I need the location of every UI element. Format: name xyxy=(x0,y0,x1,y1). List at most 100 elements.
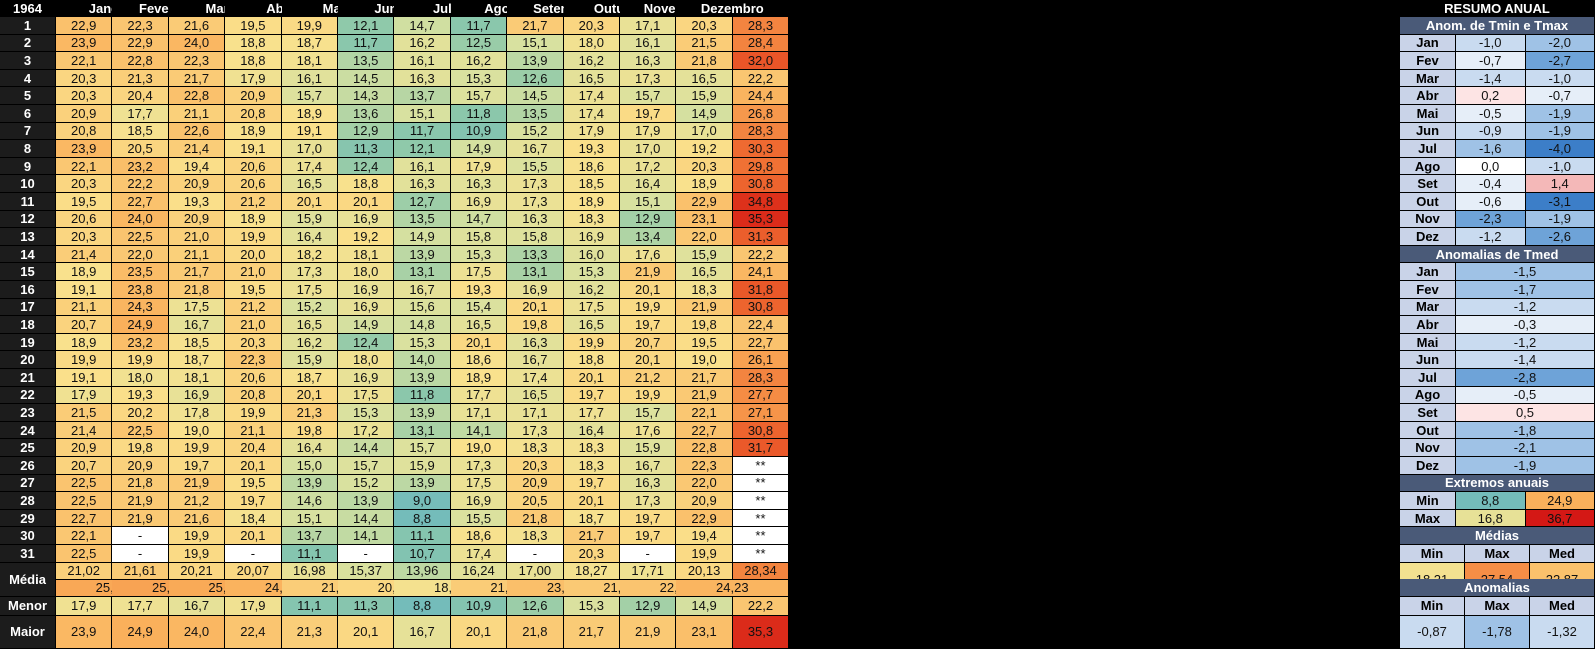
tmin-cell: 15,7 xyxy=(620,404,677,422)
tmin-cell: 21,6 xyxy=(168,509,226,528)
tmin-cell: 20,4 xyxy=(225,439,282,457)
tmin-cell: 14,1 xyxy=(450,421,508,440)
tmin-cell: 18,2 xyxy=(281,245,338,264)
tmin-cell: 19,7 xyxy=(225,492,282,510)
tmin-cell: 17,9 xyxy=(620,122,677,141)
tmin-cell: 17,2 xyxy=(620,157,677,176)
ext-min-label: Min xyxy=(1400,492,1456,510)
tmin-cell: 18,0 xyxy=(338,351,395,369)
tmin-cell: 17,8 xyxy=(168,404,226,422)
tmin-cell: 16,1 xyxy=(620,34,677,53)
tmin-cell: 15,2 xyxy=(338,474,395,493)
tmin-cell: 22,5 xyxy=(56,492,113,510)
tmin-cell: 19,1 xyxy=(56,369,113,387)
tmin-cell: 17,3 xyxy=(507,193,564,211)
tmin-cell: 17,1 xyxy=(507,404,564,422)
tmax-cell: 34,8 xyxy=(732,193,790,211)
tmin-cell: 12,6 xyxy=(507,69,564,88)
summary-month-label: Jun xyxy=(1400,351,1456,369)
summary-month-label: Abr xyxy=(1400,316,1456,334)
tmin-cell: 16,9 xyxy=(338,281,395,299)
tmin-cell: 20,6 xyxy=(225,175,282,193)
tmin-cell: 24,3 xyxy=(112,298,169,317)
tmin-cell: 20,1 xyxy=(620,351,677,369)
tmax-cell: 30,8 xyxy=(732,298,790,317)
tmin-cell: 19,9 xyxy=(168,439,226,457)
menor-tmin: 8,8 xyxy=(394,596,451,616)
tmin-cell: 14,9 xyxy=(450,140,508,158)
menor-tmin: 12,9 xyxy=(620,596,677,616)
anom-tmin-value: -1,4 xyxy=(1456,69,1526,88)
tmin-cell: 19,3 xyxy=(450,281,508,299)
day-number: 24 xyxy=(0,421,56,440)
tmin-cell: 19,8 xyxy=(676,316,733,334)
tmin-cell: 18,9 xyxy=(281,105,338,123)
tmax-cell: 32,0 xyxy=(732,52,790,70)
tmin-cell: 19,9 xyxy=(225,228,282,246)
tmin-cell: 19,2 xyxy=(338,228,395,246)
day-number: 7 xyxy=(0,122,56,141)
tmin-cell: 19,9 xyxy=(620,298,677,317)
day-number: 16 xyxy=(0,281,56,299)
tmin-cell: 13,3 xyxy=(507,245,564,264)
extremes-title: Extremos anuais xyxy=(1400,474,1595,493)
tmin-cell: 13,9 xyxy=(394,369,451,387)
tmin-cell: 17,4 xyxy=(281,157,338,176)
anom-tmax-value: 1,4 xyxy=(1525,175,1595,193)
tmin-cell: 20,3 xyxy=(563,17,620,35)
anom-tmin-value: -1,6 xyxy=(1456,140,1526,158)
tmed-title: Anomalias de Tmed xyxy=(1400,245,1595,264)
tmin-cell: 16,9 xyxy=(338,369,395,387)
media-tmin: 20,21 xyxy=(168,562,226,580)
tmin-cell: 15,4 xyxy=(450,298,508,317)
tmin-cell: 16,3 xyxy=(507,210,564,229)
tmax-cell: 28,3 xyxy=(732,369,790,387)
ext-min-tmax: 24,9 xyxy=(1525,492,1595,510)
day-number: 18 xyxy=(0,316,56,334)
maior-tmin: 20,1 xyxy=(450,615,508,649)
col-max-label: Max xyxy=(1465,545,1530,563)
tmin-cell: 15,9 xyxy=(394,457,451,475)
medias-title: Médias xyxy=(1400,527,1595,545)
tmin-cell: 15,1 xyxy=(281,509,338,528)
tmin-cell: 20,6 xyxy=(225,369,282,387)
tmin-cell: 22,1 xyxy=(676,404,733,422)
summary-month-label: Jul xyxy=(1400,369,1456,387)
summary-month-label: Fev xyxy=(1400,281,1456,299)
tmin-cell: 16,0 xyxy=(563,245,620,264)
anom-title: Anom. de Tmin e Tmax xyxy=(1400,17,1595,35)
tmin-cell: 20,3 xyxy=(676,17,733,35)
tmin-cell: 21,7 xyxy=(676,369,733,387)
tmin-cell: 15,7 xyxy=(620,87,677,105)
tmin-cell: 17,5 xyxy=(281,281,338,299)
tmin-cell: 18,5 xyxy=(563,175,620,193)
tmin-cell: 15,9 xyxy=(620,439,677,457)
maior-tmin: 24,9 xyxy=(112,615,169,649)
maior-tmin: 21,8 xyxy=(507,615,564,649)
day-number: 13 xyxy=(0,228,56,246)
tmin-cell: 14,9 xyxy=(338,316,395,334)
tmin-cell: 22,8 xyxy=(676,439,733,457)
tmin-cell: 15,1 xyxy=(394,105,451,123)
day-number: 15 xyxy=(0,263,56,281)
tmin-cell: 19,5 xyxy=(225,474,282,493)
tmin-cell: 19,5 xyxy=(225,281,282,299)
tmin-cell: 17,1 xyxy=(450,404,508,422)
tmin-cell: 21,8 xyxy=(507,509,564,528)
tmin-cell: 14,9 xyxy=(676,105,733,123)
anom-tmed-value: -2,1 xyxy=(1456,439,1595,457)
tmax-cell: 30,8 xyxy=(732,175,790,193)
media-tmin: 20,07 xyxy=(225,562,282,580)
summary-header: RESUMO ANUAL xyxy=(1400,0,1595,17)
day-number: 25 xyxy=(0,439,56,457)
tmin-cell: 15,1 xyxy=(620,193,677,211)
menor-tmin: 10,9 xyxy=(450,596,508,616)
tmin-cell: 15,1 xyxy=(507,34,564,53)
tmin-cell: 19,1 xyxy=(56,281,113,299)
tmin-cell: 19,7 xyxy=(620,105,677,123)
tmin-cell: 18,9 xyxy=(563,193,620,211)
tmin-cell: - xyxy=(338,545,395,563)
anomalias-title: Anomalias xyxy=(1400,578,1595,597)
tmin-cell: 17,6 xyxy=(620,421,677,440)
